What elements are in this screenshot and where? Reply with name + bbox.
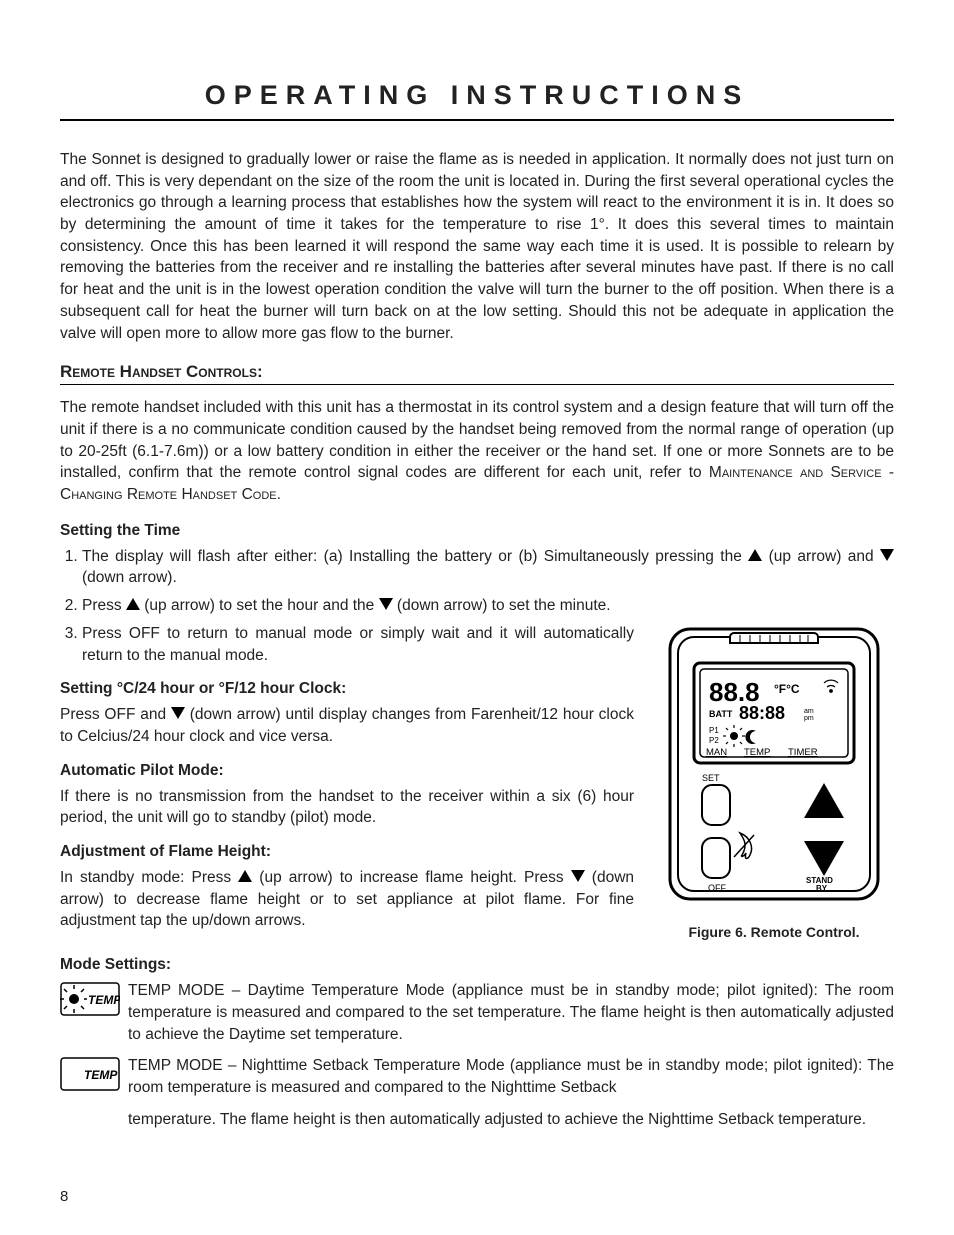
svg-text:TEMP: TEMP <box>88 993 120 1007</box>
svg-text:MAN: MAN <box>706 747 727 758</box>
setting-time-step-1: The display will flash after either: (a)… <box>82 546 894 589</box>
down-arrow-icon <box>379 595 393 617</box>
remote-control-illustration: 88.8 °F°C BATT 88:88 am pm P1 P2 <box>664 623 884 913</box>
svg-text:am: am <box>804 708 814 715</box>
svg-text:BY: BY <box>816 884 828 893</box>
setting-time-heading: Setting the Time <box>60 522 894 540</box>
page-title: Operating Instructions <box>60 80 894 121</box>
svg-text:TEMP: TEMP <box>84 1068 118 1082</box>
down-arrow-icon <box>571 867 585 889</box>
svg-text:TEMP: TEMP <box>744 747 770 758</box>
text-fragment: In standby mode: Press <box>60 869 238 886</box>
setting-time-list: The display will flash after either: (a)… <box>60 546 894 617</box>
svg-text:P1: P1 <box>709 726 719 735</box>
mode-row-daytime: TEMP TEMP MODE – Daytime Temperature Mod… <box>60 980 894 1045</box>
down-arrow-icon <box>171 704 185 726</box>
page-number: 8 <box>60 1188 68 1205</box>
text-fragment: (down arrow) to set the minute. <box>397 597 611 614</box>
setting-time-step-2: Press (up arrow) to set the hour and the… <box>82 595 894 617</box>
temp-day-icon: TEMP <box>60 982 120 1021</box>
svg-text:SET: SET <box>702 773 720 783</box>
svg-text:88:88: 88:88 <box>739 703 785 723</box>
remote-para-c: . <box>277 486 281 503</box>
text-fragment: (up arrow) and <box>769 548 880 565</box>
mode-night-text: TEMP MODE – Nighttime Setback Temperatur… <box>128 1055 894 1098</box>
mode-settings-heading: Mode Settings: <box>60 956 894 974</box>
page: Operating Instructions The Sonnet is des… <box>0 0 954 1235</box>
svg-text:OFF: OFF <box>708 883 726 893</box>
down-arrow-icon <box>880 546 894 568</box>
intro-paragraph: The Sonnet is designed to gradually lowe… <box>60 149 894 344</box>
two-column-region: 88.8 °F°C BATT 88:88 am pm P1 P2 <box>60 623 894 942</box>
remote-figure: 88.8 °F°C BATT 88:88 am pm P1 P2 <box>654 623 894 940</box>
figure-caption: Figure 6. Remote Control. <box>654 924 894 940</box>
up-arrow-icon <box>238 867 252 889</box>
remote-controls-heading: Remote Handset Controls: <box>60 362 894 385</box>
up-arrow-icon <box>126 595 140 617</box>
text-fragment: (up arrow) to set the hour and the <box>144 597 378 614</box>
up-arrow-icon <box>748 546 762 568</box>
text-fragment: Press OFF and <box>60 706 171 723</box>
svg-text:pm: pm <box>804 715 814 722</box>
svg-text:TIMER: TIMER <box>788 747 818 758</box>
svg-text:BATT: BATT <box>709 709 733 719</box>
temp-night-icon: TEMP <box>60 1057 120 1096</box>
text-fragment: (up arrow) to increase flame height. Pre… <box>259 869 570 886</box>
text-fragment: Press <box>82 597 126 614</box>
text-fragment: The display will flash after either: (a)… <box>82 548 748 565</box>
mode-night-text-cont: temperature. The flame height is then au… <box>128 1109 894 1131</box>
text-fragment: (down arrow). <box>82 569 177 586</box>
mode-row-night: TEMP TEMP MODE – Nighttime Setback Tempe… <box>60 1055 894 1098</box>
svg-text:°F°C: °F°C <box>774 682 800 696</box>
svg-text:P2: P2 <box>709 736 719 745</box>
mode-row-night-cont: temperature. The flame height is then au… <box>60 1109 894 1131</box>
mode-daytime-text: TEMP MODE – Daytime Temperature Mode (ap… <box>128 980 894 1045</box>
remote-controls-paragraph: The remote handset included with this un… <box>60 397 894 505</box>
